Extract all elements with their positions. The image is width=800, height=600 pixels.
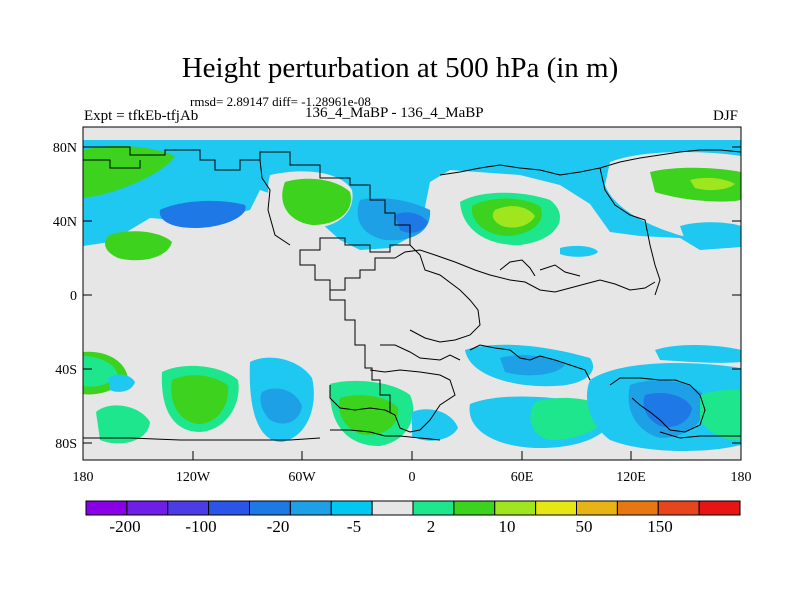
colorbar-label-2: 2 xyxy=(427,517,436,536)
colorbar-box-14 xyxy=(657,500,700,516)
colorbar-box-3 xyxy=(208,500,251,516)
contour-green-south-atlantic xyxy=(339,395,399,435)
colorbar-label-50: 50 xyxy=(576,517,593,536)
colorbar-box-5 xyxy=(289,500,332,516)
contour-green-south-pacific xyxy=(171,375,229,424)
colorbar-label-150: 150 xyxy=(647,517,673,536)
colorbar-box-7 xyxy=(371,500,414,516)
colorbar-box-9 xyxy=(453,500,496,516)
coastlines xyxy=(83,146,741,441)
lon-label-0: 0 xyxy=(409,470,416,485)
colorbar-label-neg200: -200 xyxy=(109,517,140,536)
colorbar-label-neg20: -20 xyxy=(267,517,290,536)
colorbar-box-1 xyxy=(126,500,169,516)
colorbar-label-neg100: -100 xyxy=(185,517,216,536)
colorbar-box-0 xyxy=(85,500,128,516)
contour-green-north-west xyxy=(83,145,175,198)
contour-yellow-green-eurasia xyxy=(492,206,535,228)
plot-subtitle: 136_4_MaBP - 136_4_MaBP xyxy=(305,105,484,121)
contour-green-pacific xyxy=(105,231,172,261)
colorbar-label-10: 10 xyxy=(499,517,516,536)
colorbar-box-10 xyxy=(494,500,537,516)
ticks xyxy=(82,146,742,460)
contour-light-blue-north xyxy=(83,140,741,250)
lat-label-80n: 80N xyxy=(53,141,77,156)
lat-label-0: 0 xyxy=(70,289,77,304)
lon-label-180w: 180 xyxy=(73,470,94,485)
colorbar-box-6 xyxy=(330,500,373,516)
lon-label-60e: 60E xyxy=(511,470,534,485)
lon-label-120w: 120W xyxy=(176,470,211,485)
colorbar xyxy=(85,500,741,516)
colorbar-box-8 xyxy=(412,500,455,516)
colorbar-box-13 xyxy=(616,500,659,516)
colorbar-box-4 xyxy=(249,500,291,516)
rmsd-diff-stats: rmsd= 2.89147 diff= -1.28961e-08 xyxy=(190,94,371,109)
colorbar-box-12 xyxy=(576,500,618,516)
contour-blue-north-1 xyxy=(159,200,246,228)
lat-label-40s: 40S xyxy=(55,363,77,378)
lon-label-120e: 120E xyxy=(616,470,646,485)
plot-title: Height perturbation at 500 hPa (in m) xyxy=(181,52,619,84)
contour-blue-south-east xyxy=(643,392,692,428)
experiment-label: Expt = tfkEb-tfjAb xyxy=(84,108,199,124)
colorbar-label-neg5: -5 xyxy=(347,517,361,536)
season-label: DJF xyxy=(713,108,739,124)
contour-green-north-america xyxy=(282,178,351,225)
lon-label-60w: 60W xyxy=(288,470,316,485)
lat-label-80s: 80S xyxy=(55,437,77,452)
map-panel xyxy=(83,127,741,460)
lat-label-40n: 40N xyxy=(53,215,77,230)
colorbar-box-2 xyxy=(167,500,210,516)
colorbar-box-11 xyxy=(535,500,578,516)
lon-label-180e: 180 xyxy=(731,470,752,485)
colorbar-box-15 xyxy=(698,500,741,516)
colorbar-labels: -200 -100 -20 -5 2 10 50 150 xyxy=(109,517,672,536)
